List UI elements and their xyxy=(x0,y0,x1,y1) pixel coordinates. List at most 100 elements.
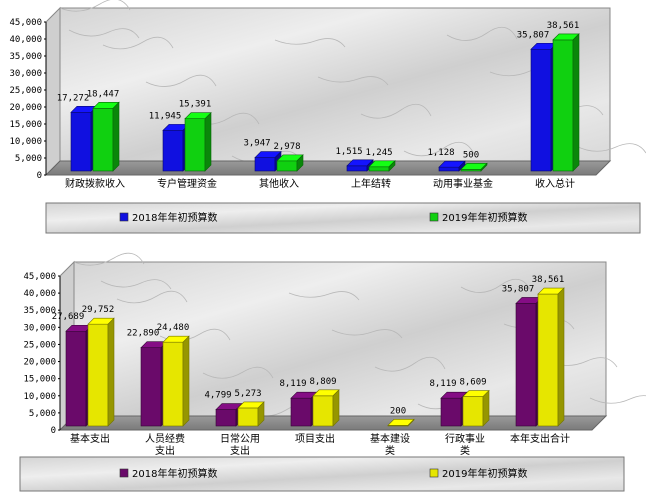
data-label: 22,890 xyxy=(127,329,160,339)
y-tick-label: 35,000 xyxy=(9,52,42,62)
data-label: 35,807 xyxy=(502,284,535,294)
marble-vein xyxy=(460,278,532,293)
bar-side xyxy=(388,160,396,172)
marble-vein xyxy=(116,290,188,304)
bar-front xyxy=(237,407,259,427)
x-category-label: 支出 xyxy=(155,444,175,457)
bar-front xyxy=(440,397,462,427)
bar-front xyxy=(70,111,92,172)
legend-box xyxy=(19,456,625,492)
y-tick-label: 20,000 xyxy=(9,103,42,113)
y-tick-label: 20,000 xyxy=(23,358,56,368)
bar-side xyxy=(572,33,580,172)
marble-vein xyxy=(73,252,145,266)
y-tick-label: 0 xyxy=(37,171,42,181)
legend-box xyxy=(45,202,641,234)
x-category-label: 上年结转 xyxy=(351,177,391,190)
bar-side xyxy=(112,101,120,172)
x-category-label: 项目支出 xyxy=(295,432,335,445)
bar-side xyxy=(332,389,340,427)
bar-front xyxy=(552,39,574,172)
bar-front xyxy=(215,409,237,427)
marble-vein xyxy=(59,0,131,12)
data-label: 3,947 xyxy=(243,139,270,149)
y-tick-label: 5,000 xyxy=(15,154,42,164)
data-label: 15,391 xyxy=(179,100,212,110)
marble-vein xyxy=(331,329,403,339)
marble-vein xyxy=(68,28,140,39)
marble-vein xyxy=(360,103,432,119)
y-tick-label: 30,000 xyxy=(23,323,56,333)
bar-front xyxy=(87,323,109,427)
bar-side xyxy=(482,389,490,427)
bar-front xyxy=(368,166,390,172)
y-tick-label: 35,000 xyxy=(23,306,56,316)
data-label: 8,809 xyxy=(309,377,336,387)
bar-front xyxy=(346,165,368,172)
bar-side xyxy=(296,154,304,172)
data-label: 8,119 xyxy=(429,379,456,389)
x-category-label: 类 xyxy=(385,444,395,457)
bar-front xyxy=(537,293,559,427)
data-label: 18,447 xyxy=(87,89,120,99)
data-label: 11,945 xyxy=(149,111,182,121)
y-tick-label: 25,000 xyxy=(9,86,42,96)
marble-vein xyxy=(145,74,217,87)
legend-swatch xyxy=(429,212,439,222)
y-tick-label: 25,000 xyxy=(23,340,56,350)
data-label: 200 xyxy=(390,406,406,416)
marble-vein xyxy=(374,356,446,372)
bar-side xyxy=(407,418,415,427)
data-label: 500 xyxy=(463,150,479,160)
data-label: 17,272 xyxy=(57,93,90,103)
legend-swatch xyxy=(429,468,439,478)
floor xyxy=(44,160,612,176)
data-label: 5,273 xyxy=(234,389,261,399)
bar-side xyxy=(182,335,190,427)
marble-vein xyxy=(288,291,360,301)
bar-side xyxy=(107,317,115,427)
bar-front xyxy=(184,118,206,172)
legend-swatch xyxy=(119,212,129,222)
bar-side xyxy=(480,162,488,172)
bar-front xyxy=(276,160,298,172)
data-label: 1,245 xyxy=(365,148,392,158)
data-label: 4,799 xyxy=(204,391,231,401)
x-category-label: 专户管理资金 xyxy=(157,177,217,190)
legend-label: 2019年年初预算数 xyxy=(442,211,527,224)
data-label: 35,807 xyxy=(517,30,550,40)
bar-front xyxy=(254,157,276,172)
bar-front xyxy=(65,330,87,427)
y-tick-label: 10,000 xyxy=(23,392,56,402)
bar-front xyxy=(290,397,312,427)
bar-front xyxy=(162,130,184,172)
chart-2: 0 5,000 10,000 15,000 20,000 25,000 30,000 35,0… xyxy=(19,252,646,492)
marble-vein xyxy=(317,76,389,86)
marble-vein xyxy=(403,141,475,157)
data-label: 1,128 xyxy=(427,148,454,158)
y-tick-label: 40,000 xyxy=(9,35,42,45)
bar-front xyxy=(438,166,460,172)
bar-front xyxy=(462,396,484,427)
x-category-label: 行政事业 xyxy=(445,432,485,445)
side-wall xyxy=(45,6,61,177)
marble-vein xyxy=(202,366,274,379)
marble-vein xyxy=(100,279,172,290)
y-tick-label: 45,000 xyxy=(23,272,56,282)
x-category-label: 日常公用 xyxy=(220,432,260,445)
y-tick-label: 10,000 xyxy=(9,137,42,147)
legend-label: 2019年年初预算数 xyxy=(442,467,527,480)
x-category-label: 支出 xyxy=(230,444,250,457)
marble-vein xyxy=(575,143,646,154)
bar-side xyxy=(204,111,212,172)
data-label: 8,609 xyxy=(459,378,486,388)
x-category-label: 动用事业基金 xyxy=(433,177,493,190)
data-label: 24,480 xyxy=(157,323,190,333)
x-category-label: 人员经费 xyxy=(145,432,185,445)
data-label: 8,119 xyxy=(279,379,306,389)
x-category-label: 基本建设 xyxy=(370,432,410,445)
x-category-label: 其他收入 xyxy=(259,177,299,190)
bar-side xyxy=(257,401,265,427)
data-label: 2,978 xyxy=(273,142,300,152)
x-category-label: 类 xyxy=(460,444,470,457)
